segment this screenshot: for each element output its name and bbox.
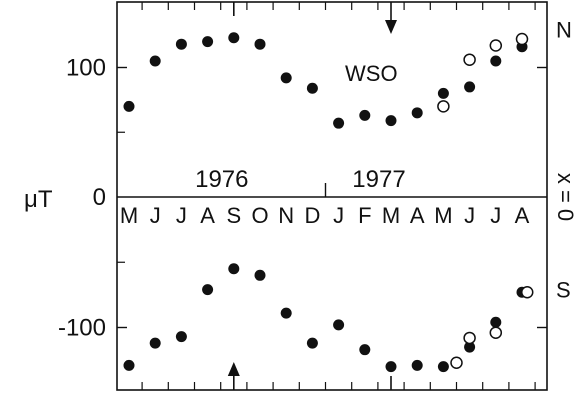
month-label: J [490,203,501,228]
zero-axis-label: x = 0 [553,173,578,221]
hemisphere-label: S [556,278,571,303]
month-label: M [382,203,400,228]
y-tick-labels: 100 0 -100 [58,55,106,342]
axis-ticks [117,2,547,390]
data-point-filled [411,359,423,371]
data-point-open [463,331,476,345]
data-point-filled [464,341,476,353]
data-point-filled [202,284,214,296]
month-label: N [278,203,294,228]
data-point-filled [306,337,318,349]
data-point-filled [149,55,161,67]
data-point-filled [149,337,161,349]
month-label: M [434,203,452,228]
data-point-open [463,53,476,66]
hemisphere-labels: NS [556,18,572,303]
year-labels: 1976 1977 [195,166,406,197]
data-point-filled [437,361,449,373]
hemisphere-label: N [556,18,572,43]
month-label: F [358,203,371,228]
data-point-open [489,326,503,339]
data-point-open [520,286,534,299]
year-label: 1976 [195,166,248,193]
data-point-filled [254,38,266,50]
arrow-up-head [227,362,240,376]
month-label: M [120,203,138,228]
data-point-filled [359,109,371,121]
data-point-filled [123,100,135,112]
data-point-filled [202,36,214,48]
month-label: S [226,203,241,228]
data-point-filled [333,319,345,331]
data-point-filled [437,87,449,99]
data-point-filled [254,269,266,281]
data-point-filled [490,316,502,328]
data-points [123,32,534,373]
data-point-filled [411,107,423,119]
data-point-filled [280,72,292,84]
arrow-down-head [385,20,397,34]
data-point-filled [385,361,397,373]
month-label: A [515,203,530,228]
month-label: J [176,203,187,228]
data-point-filled [228,32,240,44]
data-point-open [515,32,529,46]
month-label: J [333,203,344,228]
y-tick-label: -100 [58,315,106,342]
month-label: J [150,203,161,228]
data-point-filled [306,82,318,94]
plot-frame [116,1,548,391]
data-point-filled [228,263,240,275]
month-label: J [464,203,475,228]
data-point-open [450,356,463,369]
data-point-filled [280,307,292,319]
data-point-filled [359,344,371,356]
annotation-wso: WSO [345,61,398,86]
data-point-filled [333,117,345,129]
data-point-filled [385,115,397,127]
y-tick-label: 0 [93,184,106,211]
data-point-filled [175,38,187,50]
month-label: A [200,203,215,228]
y-tick-label: 100 [66,55,106,82]
data-point-filled [464,81,476,93]
month-label: D [304,203,320,228]
data-point-open [437,100,450,113]
data-point-open [489,39,503,52]
y-axis-label: μT [24,186,53,213]
arrow-markers [227,2,397,390]
data-point-filled [123,359,135,371]
year-label: 1977 [352,166,405,193]
data-point-filled [490,55,502,67]
month-label: O [251,203,268,228]
data-point-filled [175,331,187,343]
month-label: A [410,203,425,228]
